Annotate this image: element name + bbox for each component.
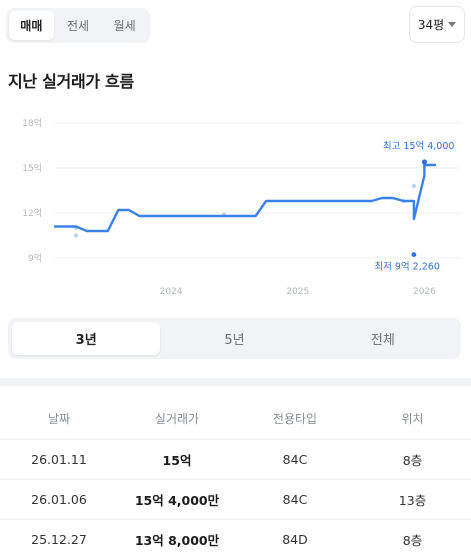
cell-date: 26.01.06: [31, 492, 87, 507]
header-type: 전용타입: [272, 412, 318, 426]
header-floor: 위치: [401, 412, 424, 426]
cell-floor: 8층: [402, 453, 423, 468]
max-price-label: 최고 15억 4,000: [383, 140, 455, 152]
tab-3-years[interactable]: 3년: [12, 322, 161, 355]
section-divider: [0, 378, 471, 386]
tab-5-years[interactable]: 5년: [224, 333, 245, 348]
cell-date: 26.01.11: [31, 452, 87, 467]
tab-jeonse[interactable]: 전세: [66, 19, 90, 33]
min-point: [411, 252, 417, 258]
price-chart: 9억 12억 15억 18억 2024 2025 2026 최고 15억 4,000 최저 9억…: [22, 117, 460, 297]
table-row[interactable]: 26.01.11 15억 84C 8층: [0, 440, 471, 480]
deal-type-tabs: 매매 전세 월세: [6, 8, 150, 43]
section-title: 지난 실거래가 흐름: [8, 72, 134, 91]
x-tick-label: 2025: [286, 287, 309, 297]
cell-floor: 13층: [398, 493, 427, 508]
cell-price: 13억 8,000만: [134, 533, 220, 548]
cell-date: 25.12.27: [31, 532, 87, 547]
transaction-table: 날짜 실거래가 전용타입 위치 26.01.11 15억 84C 8층 26.0…: [0, 398, 471, 557]
x-tick-label: 2026: [413, 287, 436, 297]
min-price-label: 최저 9억 2,260: [374, 261, 440, 273]
caret-down-icon: [448, 22, 457, 27]
cell-price: 15억 4,000만: [134, 493, 220, 508]
y-tick-label: 9억: [28, 252, 42, 264]
scatter-point: [411, 183, 417, 189]
max-point: [421, 159, 428, 165]
table-header-row: 날짜 실거래가 전용타입 위치: [0, 398, 471, 440]
header-date: 날짜: [47, 412, 71, 426]
x-tick-label: 2024: [160, 287, 183, 297]
size-select-value: 34평: [417, 18, 445, 32]
table-row[interactable]: 25.12.27 13억 8,000만 84D 8층: [0, 520, 471, 557]
tab-sale[interactable]: 매매: [9, 11, 54, 40]
tab-monthly-rent[interactable]: 월세: [113, 19, 136, 33]
table-row[interactable]: 26.01.06 15억 4,000만 84C 13층: [0, 480, 471, 520]
cell-price: 15억: [162, 453, 192, 468]
cell-type: 84C: [282, 492, 308, 507]
y-tick-label: 15억: [22, 162, 42, 174]
cell-type: 84D: [282, 532, 308, 547]
period-tabs: 3년 5년 전체: [8, 318, 461, 359]
y-tick-label: 12억: [22, 207, 42, 219]
price-line: [53, 163, 437, 233]
y-tick-label: 18억: [22, 117, 42, 129]
cell-type: 84C: [282, 452, 308, 467]
cell-floor: 8층: [402, 533, 423, 548]
tab-all[interactable]: 전체: [370, 333, 395, 348]
header-price: 실거래가: [154, 412, 200, 426]
scatter-point: [73, 233, 79, 238]
size-select[interactable]: 34평: [409, 6, 465, 43]
